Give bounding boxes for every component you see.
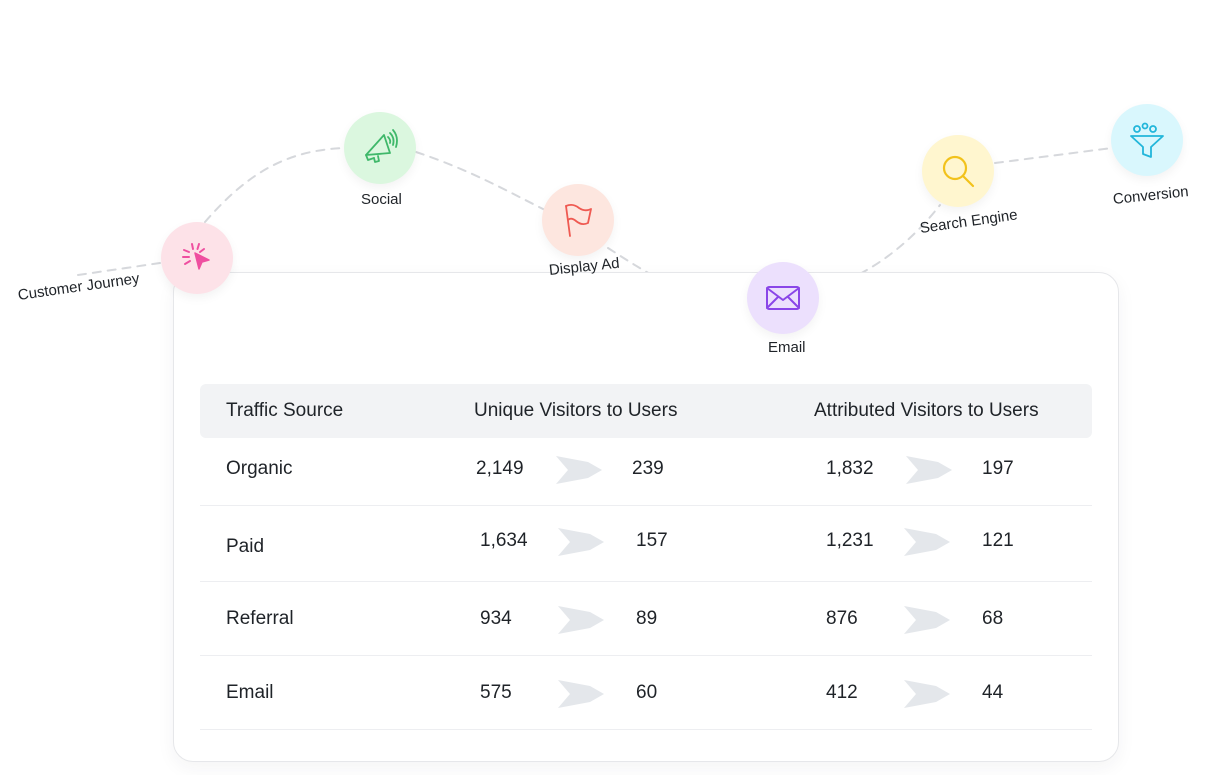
- funnel-arrow-icon: [558, 528, 604, 556]
- unique-users-value: 89: [636, 608, 658, 629]
- funnel-arrow-icon: [558, 606, 604, 634]
- megaphone-icon: [365, 129, 398, 163]
- search-icon: [942, 155, 975, 188]
- journey-node-email[interactable]: [747, 262, 819, 334]
- envelope-icon: [766, 286, 800, 310]
- flag-icon: [565, 203, 592, 237]
- journey-node-display-ad[interactable]: [542, 184, 614, 256]
- table-row: Email 575 60 412 44: [200, 656, 1092, 730]
- attributed-users-value: 68: [982, 608, 1004, 629]
- funnel-arrow-icon: [558, 680, 604, 708]
- funnel-icon: [1130, 122, 1164, 158]
- unique-visitors-value: 575: [480, 682, 512, 703]
- journey-node-customer-journey[interactable]: [161, 222, 233, 294]
- unique-visitors-value: 1,634: [480, 530, 528, 551]
- journey-node-social[interactable]: [344, 112, 416, 184]
- unique-users-value: 157: [636, 530, 668, 551]
- attributed-visitors-value: 412: [826, 682, 858, 703]
- row-divider: [200, 580, 1092, 582]
- row-divider: [200, 504, 1092, 506]
- journey-label-email: Email: [768, 339, 806, 356]
- row-divider: [200, 654, 1092, 656]
- attributed-users-value: 44: [982, 682, 1004, 703]
- attribution-card: [173, 272, 1119, 762]
- attributed-users-value: 121: [982, 530, 1014, 551]
- funnel-arrow-icon: [904, 528, 950, 556]
- row-divider: [200, 728, 1092, 730]
- attributed-visitors-value: 1,231: [826, 530, 874, 551]
- table-row: Referral 934 89 876 68: [200, 582, 1092, 656]
- funnel-arrow-icon: [906, 456, 952, 484]
- source-label: Paid: [226, 536, 265, 557]
- attributed-visitors-value: 876: [826, 608, 858, 629]
- source-label: Email: [226, 682, 274, 703]
- table-row: Paid 1,634 157 1,231 121: [200, 508, 1092, 582]
- header-unique-visitors: Unique Visitors to Users: [474, 400, 678, 421]
- header-attributed-visitors: Attributed Visitors to Users: [814, 400, 1039, 421]
- source-label: Organic: [226, 458, 293, 479]
- funnel-arrow-icon: [904, 680, 950, 708]
- cursor-click-icon: [182, 243, 210, 270]
- funnel-arrow-icon: [904, 606, 950, 634]
- journey-node-search-engine[interactable]: [922, 135, 994, 207]
- funnel-arrow-icon: [556, 456, 602, 484]
- attributed-users-value: 197: [982, 458, 1014, 479]
- table-row: Organic 2,149 239 1,832 197: [200, 432, 1092, 506]
- source-label: Referral: [226, 608, 294, 629]
- journey-node-conversion[interactable]: [1111, 104, 1183, 176]
- header-traffic-source: Traffic Source: [226, 400, 344, 421]
- attributed-visitors-value: 1,832: [826, 458, 874, 479]
- unique-visitors-value: 934: [480, 608, 512, 629]
- unique-visitors-value: 2,149: [476, 458, 524, 479]
- unique-users-value: 60: [636, 682, 658, 703]
- table-header: Traffic Source Unique Visitors to Users …: [200, 384, 1092, 438]
- unique-users-value: 239: [632, 458, 664, 479]
- journey-label-social: Social: [361, 191, 402, 208]
